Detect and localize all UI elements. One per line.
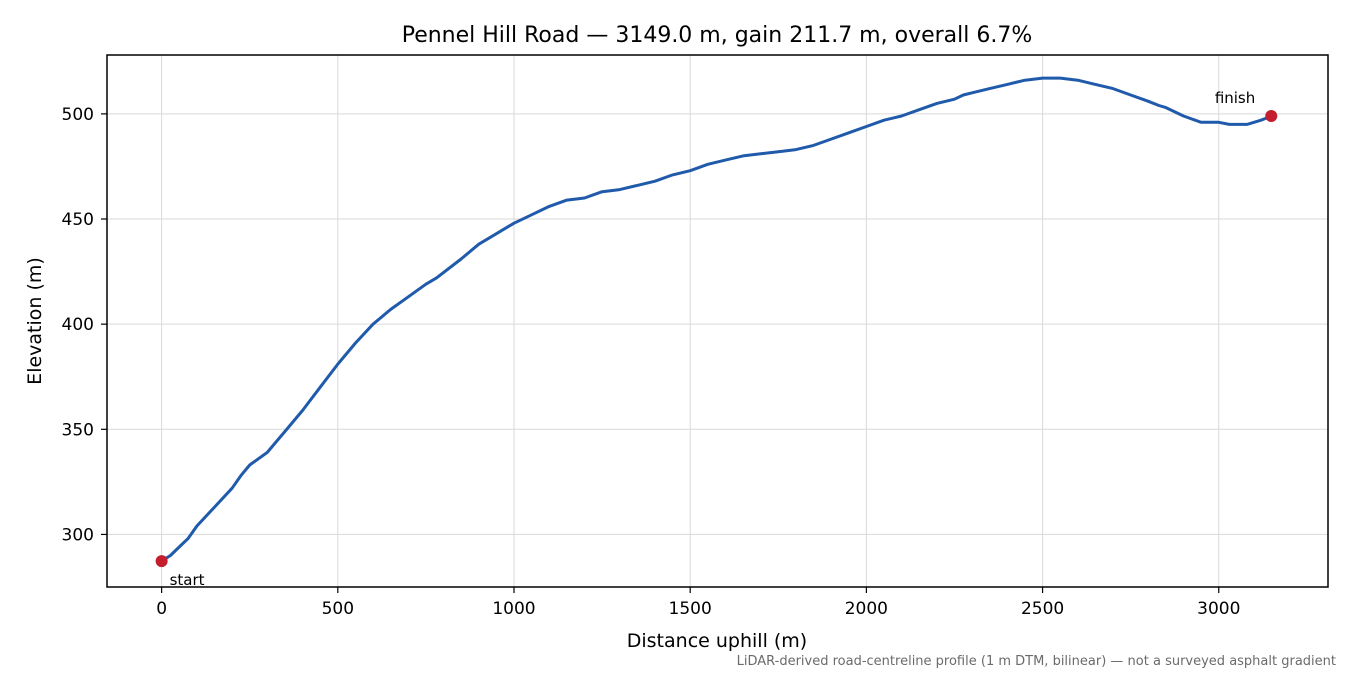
x-tick-label: 1500 [669,599,712,619]
x-tick-label: 1000 [492,599,535,619]
x-tick-label: 500 [322,599,354,619]
x-tick-label: 0 [156,599,167,619]
y-tick-label: 400 [62,315,94,335]
axis-ticks: 0 500 1000 1500 2000 2500 3000 300 350 400 450 500 [62,105,1241,619]
finish-marker [1265,109,1278,122]
plot-frame [106,54,1329,588]
y-tick-label: 350 [62,420,94,440]
x-tick-label: 3000 [1197,599,1240,619]
start-marker [155,555,168,568]
y-tick-label: 300 [62,525,94,545]
grid-lines [107,55,1328,587]
finish-annotation: finish [1215,89,1255,107]
y-tick-label: 500 [62,105,94,125]
x-tick-label: 2500 [1021,599,1064,619]
x-tick-label: 2000 [845,599,888,619]
elevation-profile-line [160,76,1273,563]
y-tick-label: 450 [62,210,94,230]
footnote: LiDAR-derived road-centreline profile (1… [737,654,1336,669]
chart-title: Pennel Hill Road — 3149.0 m, gain 211.7 … [402,23,1033,48]
y-axis-label: Elevation (m) [24,257,46,385]
start-annotation: start [170,571,205,589]
x-axis-label: Distance uphill (m) [627,630,807,652]
